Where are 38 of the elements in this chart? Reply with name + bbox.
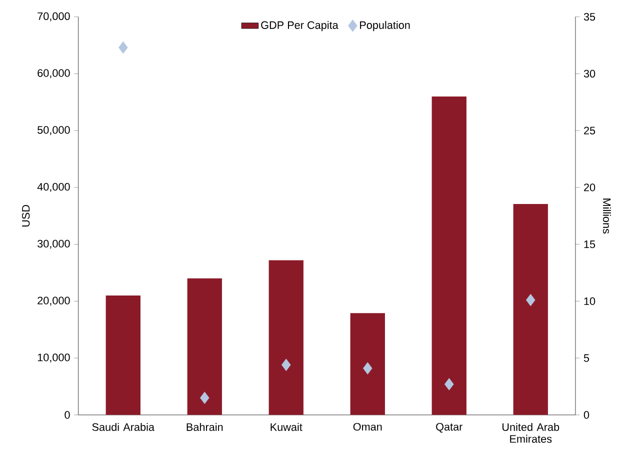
legend-label: Population <box>360 21 410 32</box>
y-tick-label: 0 <box>64 411 70 419</box>
y-tick-label: 30,000 <box>38 240 70 250</box>
y2-axis-title: Millions <box>602 198 611 234</box>
x-tick-label: Saudi Arabia <box>92 423 154 432</box>
y2-tick-label: 30 <box>584 70 596 78</box>
y2-tick-label: 0 <box>584 411 590 419</box>
point <box>444 378 454 391</box>
x-tick-label: United Arab Emirates <box>502 423 560 443</box>
legend-label: GDP Per Capita <box>261 21 338 32</box>
y-tick-label: 70,000 <box>38 12 70 22</box>
y-tick-label: 60,000 <box>38 69 70 78</box>
bar <box>106 296 140 416</box>
x-tick-label: Qatar <box>436 423 463 433</box>
bar <box>350 313 385 416</box>
y2-tick-label: 20 <box>584 184 596 192</box>
y-axis-title: USD <box>22 205 30 227</box>
point <box>526 294 536 306</box>
y-tick-label: 40,000 <box>37 183 70 192</box>
bar <box>268 260 304 416</box>
point <box>281 358 291 372</box>
point <box>200 392 210 404</box>
y2-tick-label: 5 <box>584 354 590 362</box>
y2-tick-label: 35 <box>584 13 596 21</box>
y-tick-label: 10,000 <box>38 354 70 363</box>
x-tick-label: Oman <box>353 423 382 431</box>
point <box>118 42 128 54</box>
bar <box>187 278 222 416</box>
x-tick-label: Kuwait <box>270 423 302 432</box>
point <box>362 362 372 375</box>
y2-tick-label: 25 <box>584 126 596 135</box>
bar <box>432 96 466 416</box>
y-tick-label: 20,000 <box>38 296 70 306</box>
y2-tick-label: 10 <box>584 298 596 306</box>
x-tick-label: Bahrain <box>186 423 223 432</box>
y-tick-label: 50,000 <box>38 126 70 136</box>
bar <box>513 204 548 416</box>
y2-tick-label: 15 <box>584 240 596 248</box>
